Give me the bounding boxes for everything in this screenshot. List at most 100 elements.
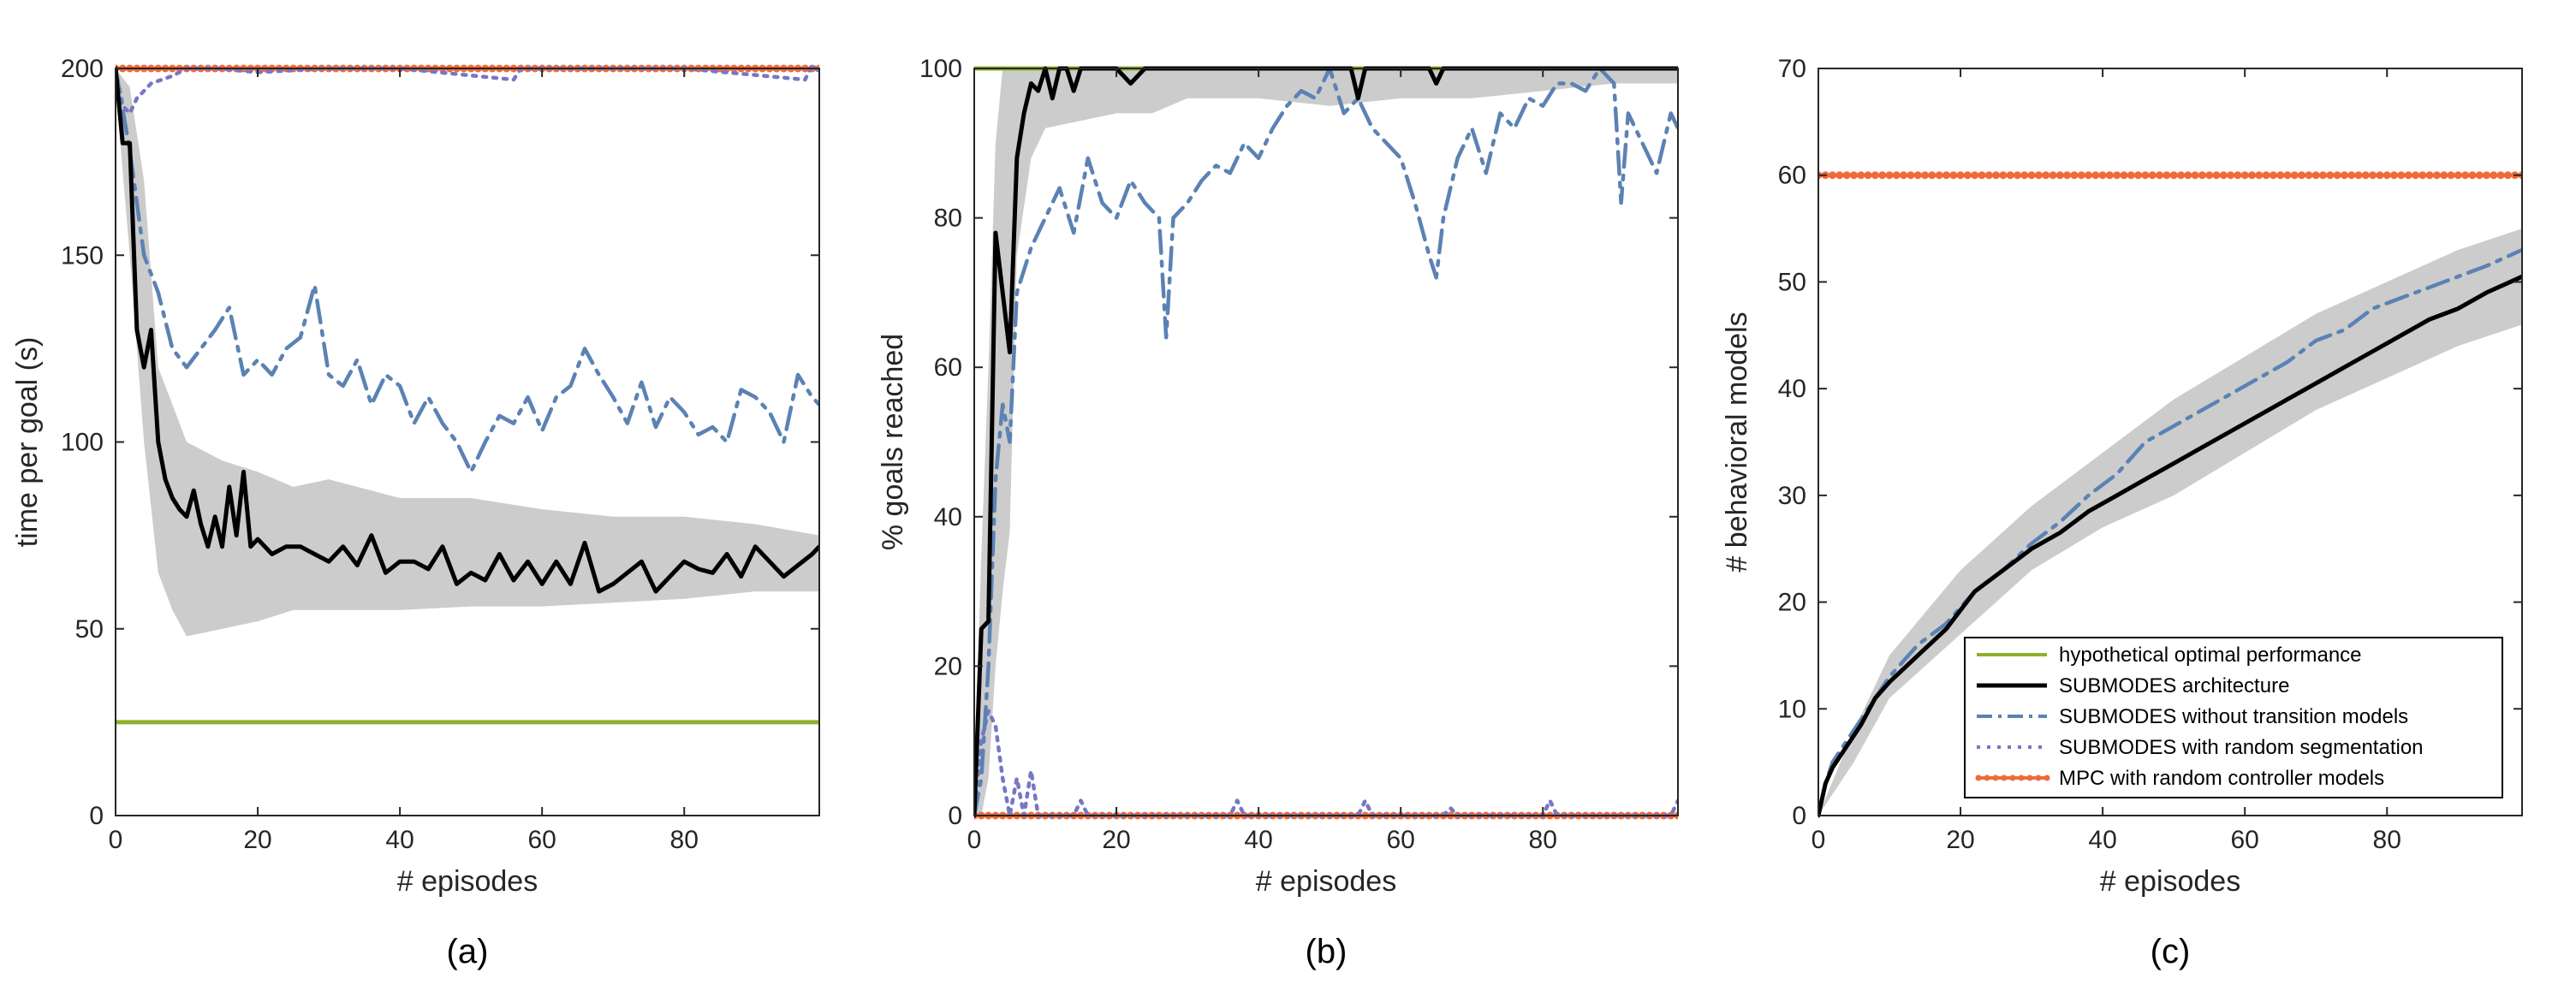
confidence-band [974, 68, 1678, 816]
legend-label: MPC with random controller models [2059, 767, 2384, 790]
series-mpc-marker [1842, 171, 1851, 180]
y-tick-label: 20 [1778, 589, 1806, 617]
series-mpc-marker [1956, 171, 1965, 180]
series-mpc-marker [1949, 171, 1958, 180]
y-tick-label: 200 [61, 55, 104, 83]
series-random-seg [974, 709, 1678, 818]
legend-swatch-marker [2035, 774, 2042, 781]
legend-entry-submodes-architecture: SUBMODES architecture [1977, 674, 2289, 697]
series-mpc-marker [2340, 171, 2348, 180]
series-mpc-marker [2283, 171, 2292, 180]
y-axis-label: # behavioral models [1721, 312, 1753, 572]
series-mpc-marker [2091, 171, 2100, 180]
series-mpc-marker [2034, 171, 2043, 180]
series-mpc-marker [1871, 171, 1879, 180]
series-mpc-marker [1984, 171, 1993, 180]
series-submodes [1818, 274, 2522, 818]
series-mpc-marker [2198, 171, 2206, 180]
series-mpc-marker [1878, 171, 1887, 180]
series-mpc-marker [2298, 171, 2306, 180]
y-tick-label: 100 [919, 55, 962, 83]
series-mpc-marker [2503, 171, 2512, 180]
series-mpc-marker [2120, 171, 2128, 180]
series-mpc-marker [2169, 171, 2178, 180]
series-mpc-marker [2070, 171, 2079, 180]
series-mpc-marker [1935, 171, 1943, 180]
series-mpc-marker [1999, 171, 2008, 180]
x-tick-label: 20 [1946, 826, 1974, 854]
axes-box [973, 68, 1679, 816]
y-tick-label: 0 [948, 802, 962, 830]
plot-area [116, 63, 819, 725]
series-mpc-marker [2454, 171, 2462, 180]
series-mpc-marker [2269, 171, 2277, 180]
series-mpc-marker [2255, 171, 2264, 180]
panel-label: (c) [2151, 933, 2191, 970]
series-no-transition [974, 66, 1678, 818]
series-mpc-marker [2177, 171, 2185, 180]
axes-box [1817, 68, 2523, 816]
series-mpc-marker [2483, 171, 2490, 180]
series-mpc-marker [2290, 171, 2299, 180]
panel-label: (a) [447, 933, 489, 970]
series-mpc-marker [1942, 171, 1950, 180]
series-mpc-marker [1971, 171, 1979, 180]
series-mpc-marker [1829, 171, 1837, 180]
panel-b: 0 20 40 60 80 0 20 40 60 80 100 # episodes % goals r… [877, 55, 1679, 970]
panel-c: 0 20 40 60 80 0 10 20 30 40 50 60 70 # episodes # beha… [1721, 55, 2523, 970]
series-random-seg-line [974, 709, 1678, 818]
x-tick-label: 0 [967, 826, 982, 854]
series-mpc-marker [2404, 171, 2412, 180]
legend-entry-submodes-with-random-segmentation: SUBMODES with random segmentation [1977, 736, 2424, 759]
x-tick-label: 60 [1386, 826, 1414, 854]
series-mpc-marker [1864, 171, 1872, 180]
series-mpc-marker [2055, 171, 2064, 180]
series-mpc-marker [2184, 171, 2192, 180]
x-axis-label: # episodes [397, 865, 538, 898]
series-mpc-marker [2347, 171, 2356, 180]
series-mpc-marker [2127, 171, 2135, 180]
series-mpc-marker [2006, 171, 2014, 180]
series-mpc-marker [2369, 171, 2377, 180]
series-random-seg [116, 63, 819, 116]
x-axis-label: # episodes [2100, 865, 2240, 898]
legend-entry-mpc-with-random-controller-models: MPC with random controller models [1975, 767, 2384, 790]
series-mpc-marker [2496, 171, 2505, 180]
series-mpc-marker [2475, 171, 2484, 180]
series-mpc-marker [2490, 171, 2498, 180]
confidence-band [1818, 228, 2522, 816]
legend-swatch-marker [2018, 774, 2025, 781]
x-tick-label: 40 [2088, 826, 2116, 854]
axes-box [115, 68, 820, 816]
x-tick-label: 40 [385, 826, 413, 854]
series-mpc-marker [2305, 171, 2313, 180]
series-submodes-line [116, 66, 819, 594]
legend: hypothetical optimal performance SUBMODES… [1964, 637, 2503, 798]
series-mpc-marker [2418, 171, 2427, 180]
x-tick-label: 0 [1812, 826, 1826, 854]
y-tick-label: 20 [934, 652, 962, 680]
x-tick-label: 20 [1102, 826, 1130, 854]
series-mpc-marker [1992, 171, 2001, 180]
series-mpc-marker [2425, 171, 2434, 180]
series-no-transition [116, 66, 819, 474]
y-tick-label: 70 [1778, 55, 1806, 83]
series-mpc-marker [2191, 171, 2199, 180]
series-mpc-marker [2020, 171, 2029, 180]
series-mpc-marker [1857, 171, 1865, 180]
y-tick-label: 40 [1778, 375, 1806, 403]
series-no-transition-line [974, 66, 1678, 818]
series-submodes [116, 66, 819, 594]
series-mpc-marker [2319, 171, 2327, 180]
y-tick-label: 60 [1778, 162, 1806, 190]
x-tick-label: 80 [2373, 826, 2401, 854]
series-mpc-marker [2205, 171, 2214, 180]
series-mpc-marker [2042, 171, 2050, 180]
series-mpc-marker [2105, 171, 2114, 180]
series-mpc-marker [2461, 171, 2470, 180]
x-tick-label: 80 [1529, 826, 1557, 854]
plot-area [1818, 171, 2522, 818]
series-random-seg-line [116, 63, 819, 116]
series-mpc-marker [2063, 171, 2072, 180]
series-mpc-marker [2148, 171, 2157, 180]
